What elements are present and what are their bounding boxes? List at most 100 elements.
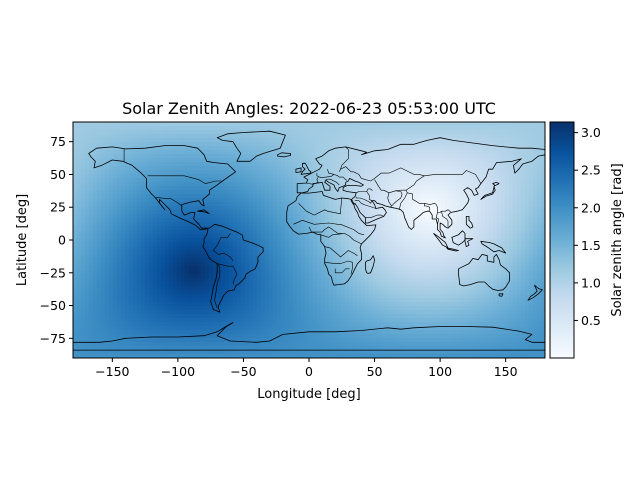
heat-cell [149, 186, 154, 191]
heat-cell [229, 246, 234, 251]
heat-cell [81, 186, 86, 191]
heat-cell [289, 246, 294, 251]
heat-cell [81, 134, 86, 139]
heat-cell [265, 330, 270, 335]
heat-cell [153, 262, 158, 267]
heat-cell [333, 170, 338, 175]
heat-cell [141, 134, 146, 139]
heat-cell [229, 286, 234, 291]
heat-cell [261, 294, 266, 299]
heat-cell [145, 294, 150, 299]
heat-cell [297, 190, 302, 195]
heat-cell [189, 346, 194, 351]
heat-cell [81, 190, 86, 195]
heat-cell [401, 306, 406, 311]
heat-cell [305, 246, 310, 251]
heat-cell [161, 182, 166, 187]
heat-cell [73, 130, 78, 135]
heat-cell [101, 234, 106, 239]
heat-cell [357, 210, 362, 215]
heat-cell [93, 210, 98, 215]
heat-cell [125, 182, 130, 187]
heat-cell [213, 230, 218, 235]
heat-cell [349, 174, 354, 179]
heat-cell [149, 182, 154, 187]
heat-cell [293, 334, 298, 339]
heat-cell [85, 122, 90, 127]
heat-cell [249, 322, 254, 327]
heat-cell [77, 146, 82, 151]
heat-cell [389, 202, 394, 207]
heat-cell [193, 230, 198, 235]
heat-cell [225, 306, 230, 311]
heat-cell [293, 182, 298, 187]
heat-cell [93, 306, 98, 311]
heat-cell [125, 142, 130, 147]
heat-cell [205, 126, 210, 131]
heat-cell [269, 302, 274, 307]
heat-cell [329, 190, 334, 195]
heat-cell [253, 126, 258, 131]
heat-cell [357, 126, 362, 131]
heat-cell [293, 326, 298, 331]
heat-cell [89, 182, 94, 187]
heat-cell [221, 162, 226, 167]
heat-cell [201, 178, 206, 183]
heat-cell [245, 222, 250, 227]
heat-cell [241, 262, 246, 267]
heat-cell [349, 318, 354, 323]
heat-cell [149, 210, 154, 215]
heat-cell [325, 286, 330, 291]
heat-cell [365, 202, 370, 207]
heat-cell [397, 346, 402, 351]
heat-cell [265, 310, 270, 315]
heat-cell [169, 186, 174, 191]
heat-cell [341, 178, 346, 183]
heat-cell [377, 170, 382, 175]
heat-cell [85, 354, 90, 358]
heat-cell [121, 162, 126, 167]
heat-cell [393, 198, 398, 203]
heat-cell [153, 338, 158, 343]
heat-cell [253, 250, 258, 255]
heat-cell [373, 346, 378, 351]
heat-cell [377, 158, 382, 163]
heat-cell [373, 230, 378, 235]
heat-cell [313, 126, 318, 131]
heat-cell [397, 330, 402, 335]
heat-cell [305, 342, 310, 347]
heat-cell [153, 186, 158, 191]
heat-cell [241, 322, 246, 327]
heat-cell [341, 354, 346, 358]
heat-cell [81, 274, 86, 279]
heat-cell [89, 134, 94, 139]
heat-cell [89, 126, 94, 131]
heat-cell [217, 322, 222, 327]
heat-cell [365, 238, 370, 243]
heat-cell [241, 206, 246, 211]
heat-cell [217, 214, 222, 219]
heat-cell [97, 158, 102, 163]
heat-cell [253, 346, 258, 351]
heat-cell [77, 338, 82, 343]
heat-cell [377, 194, 382, 199]
heat-cell [357, 258, 362, 263]
heat-cell [365, 334, 370, 339]
heat-cell [185, 138, 190, 143]
heat-cell [169, 238, 174, 243]
heat-cell [349, 262, 354, 267]
heat-cell [277, 210, 282, 215]
heat-cell [393, 178, 398, 183]
heat-cell [225, 254, 230, 259]
heat-cell [149, 286, 154, 291]
heat-cell [101, 258, 106, 263]
heat-cell [141, 218, 146, 223]
heat-cell [309, 226, 314, 231]
heat-cell [77, 202, 82, 207]
heat-cell [361, 346, 366, 351]
heat-cell [357, 218, 362, 223]
heat-cell [257, 286, 262, 291]
heat-cell [257, 274, 262, 279]
heat-cell [369, 166, 374, 171]
heat-cell [201, 354, 206, 358]
